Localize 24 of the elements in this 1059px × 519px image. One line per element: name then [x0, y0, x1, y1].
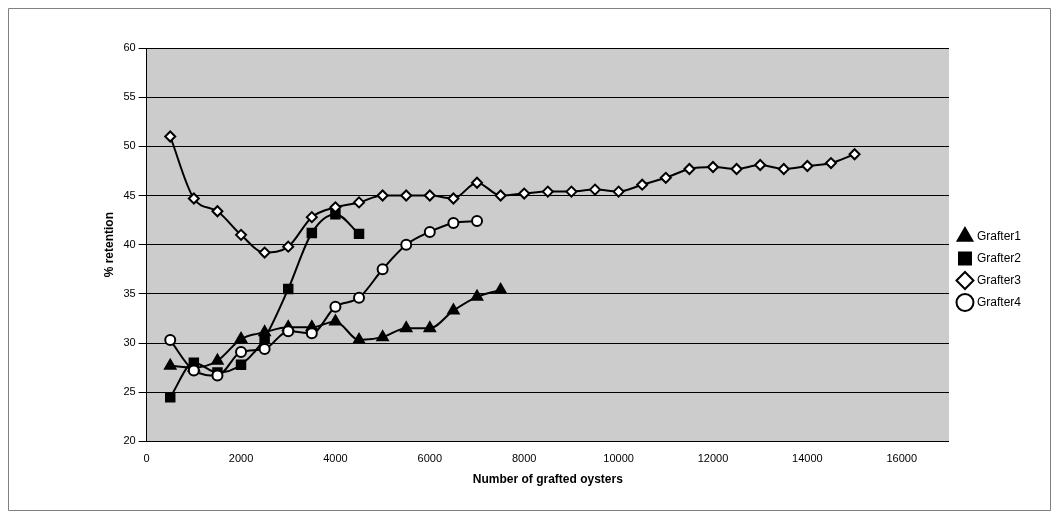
x-tick-label: 4000	[323, 452, 348, 465]
y-tick-label: 20	[123, 434, 136, 447]
y-tick-label: 35	[123, 286, 136, 299]
x-axis-title: Number of grafted oysters	[472, 472, 624, 487]
x-tick-label: 14000	[792, 452, 823, 465]
x-tick-label: 6000	[417, 452, 443, 465]
y-tick-label: 45	[123, 188, 136, 201]
y-tick-label: 50	[123, 139, 136, 152]
x-tick-label: 2000	[228, 452, 254, 465]
x-tick-label: 12000	[697, 452, 729, 465]
legend-label: Grafter1	[976, 228, 1022, 243]
legend-label: Grafter4	[976, 294, 1022, 309]
y-tick-label: 55	[123, 90, 136, 103]
x-tick-label: 0	[143, 452, 150, 465]
legend-label: Grafter3	[976, 272, 1022, 287]
y-axis-title: % retention	[101, 212, 116, 278]
y-tick-label: 30	[123, 336, 136, 349]
y-tick-label: 60	[123, 41, 136, 54]
x-tick-label: 8000	[511, 452, 537, 465]
y-tick-label: 25	[123, 385, 136, 398]
legend-label: Grafter2	[976, 250, 1022, 265]
x-tick-label: 10000	[603, 452, 634, 465]
x-tick-label: 16000	[886, 452, 918, 465]
y-tick-label: 40	[123, 237, 136, 250]
